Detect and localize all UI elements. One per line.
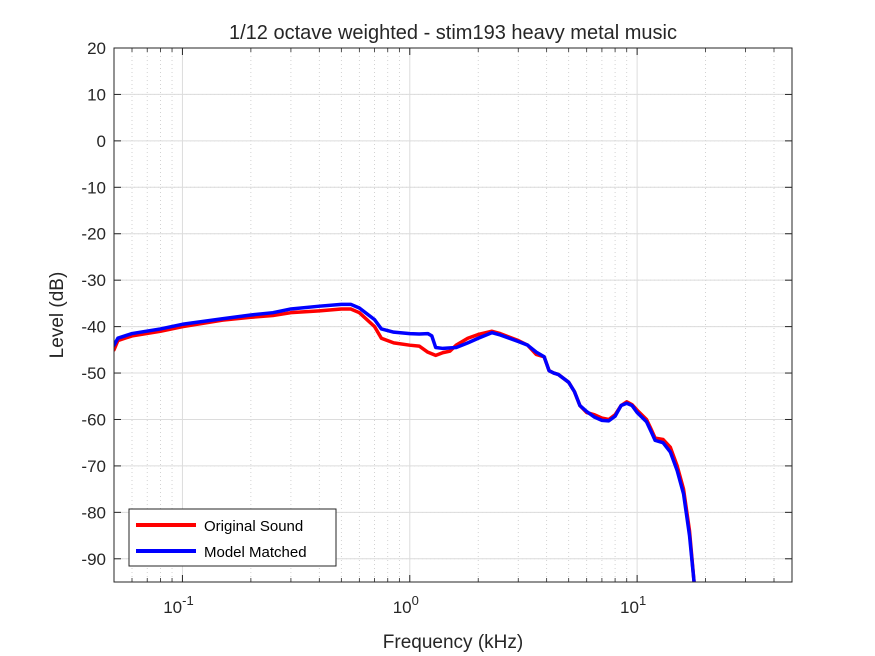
- legend-box: [128, 508, 337, 567]
- y-tick-label: -70: [81, 457, 106, 476]
- y-tick-label: -30: [81, 271, 106, 290]
- series-lines: [114, 302, 696, 582]
- y-tick-label: 20: [87, 39, 106, 58]
- x-axis-label: Frequency (kHz): [383, 632, 523, 653]
- x-tick-label: 100: [393, 593, 419, 617]
- y-tick-label: 0: [97, 132, 106, 151]
- axes-box: [113, 47, 793, 583]
- x-tick-label: 10-1: [163, 593, 193, 617]
- x-tick-label: 101: [620, 593, 646, 617]
- grid-lines: [113, 47, 792, 582]
- y-tick-label: -90: [81, 550, 106, 569]
- legend-label-model-matched: Model Matched: [204, 544, 307, 561]
- y-tick-label: -60: [81, 410, 106, 429]
- y-tick-label: -50: [81, 364, 106, 383]
- legend-label-original-sound: Original Sound: [204, 518, 303, 535]
- y-axis-label: Level (dB): [47, 272, 68, 359]
- y-tick-label: -20: [81, 225, 106, 244]
- y-tick-label: -40: [81, 318, 106, 337]
- y-tick-label: 10: [87, 85, 106, 104]
- y-tick-label: -10: [81, 178, 106, 197]
- legend: Original Sound Model Matched: [128, 508, 337, 567]
- plot-area: [114, 48, 792, 582]
- y-tick-label: -80: [81, 503, 106, 522]
- series-line-model-matched: [114, 302, 696, 582]
- chart-title: 1/12 octave weighted - stim193 heavy met…: [229, 22, 677, 44]
